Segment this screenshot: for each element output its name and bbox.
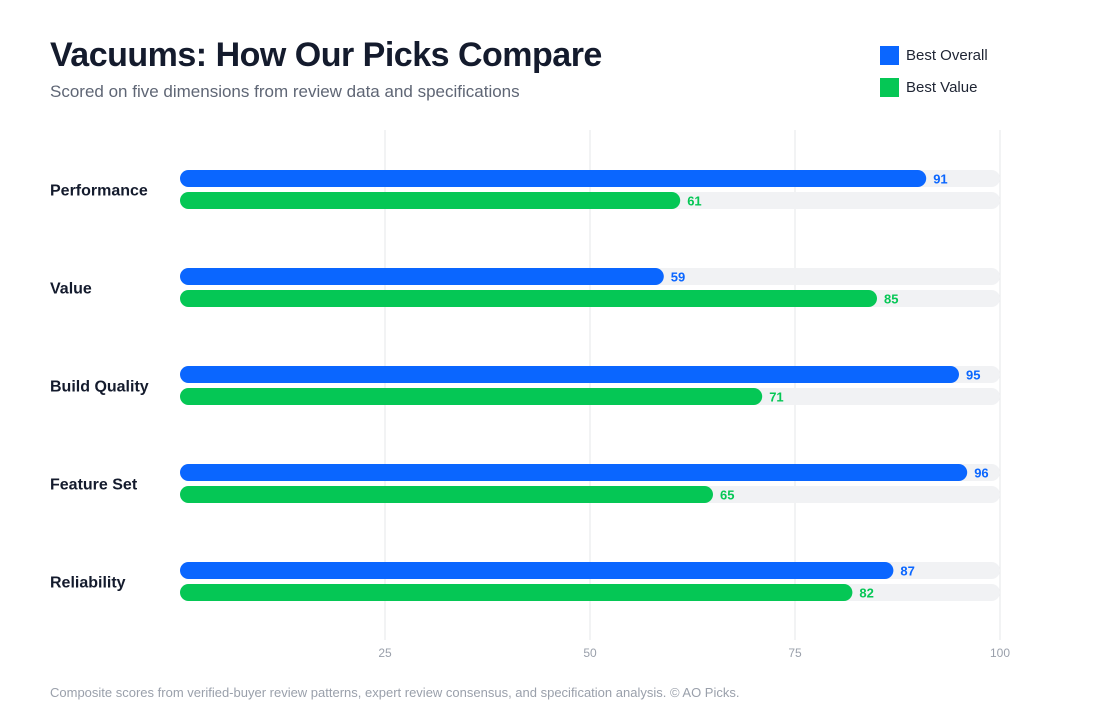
data-label-value-best-value: 85	[884, 292, 898, 307]
legend-label-best-overall: Best Overall	[906, 46, 988, 64]
category-label-reliability: Reliability	[50, 575, 126, 592]
legend-item-best-value: Best Value	[880, 77, 988, 97]
category-label-feature-set: Feature Set	[50, 477, 138, 494]
data-label-performance-best-overall: 91	[933, 172, 947, 187]
bar-build-quality-best-value	[180, 388, 763, 405]
legend: Best Overall Best Value	[880, 45, 988, 109]
x-tick-label-50: 50	[583, 646, 597, 660]
data-label-feature-set-best-value: 65	[720, 488, 734, 503]
data-label-reliability-best-overall: 87	[900, 564, 914, 579]
x-tick-label-100: 100	[990, 646, 1010, 660]
bar-feature-set-best-value	[180, 486, 713, 503]
bar-feature-set-best-overall	[180, 464, 968, 481]
bar-build-quality-best-overall	[180, 366, 959, 383]
data-label-build-quality-best-overall: 95	[966, 368, 980, 383]
data-label-reliability-best-value: 82	[859, 586, 873, 601]
category-label-value: Value	[50, 281, 92, 298]
category-label-build-quality: Build Quality	[50, 379, 149, 396]
data-label-performance-best-value: 61	[687, 194, 701, 209]
footer-note: Composite scores from verified-buyer rev…	[50, 685, 740, 700]
bar-value-best-overall	[180, 268, 664, 285]
legend-swatch-best-value	[880, 77, 899, 97]
chart-title: Vacuums: How Our Picks Compare	[50, 36, 602, 74]
bar-performance-best-value	[180, 192, 681, 209]
bar-performance-best-overall	[180, 170, 927, 187]
legend-label-best-value: Best Value	[906, 78, 978, 96]
bar-value-best-value	[180, 290, 877, 307]
category-label-performance: Performance	[50, 183, 148, 200]
x-tick-label-25: 25	[378, 646, 392, 660]
x-tick-label-75: 75	[788, 646, 802, 660]
bar-reliability-best-value	[180, 584, 853, 601]
bar-reliability-best-overall	[180, 562, 894, 579]
legend-item-best-overall: Best Overall	[880, 45, 988, 65]
legend-swatch-best-overall	[880, 45, 899, 65]
data-label-value-best-overall: 59	[671, 270, 685, 285]
data-label-feature-set-best-overall: 96	[974, 466, 988, 481]
chart-subtitle: Scored on five dimensions from review da…	[50, 82, 520, 101]
data-label-build-quality-best-value: 71	[769, 390, 783, 405]
